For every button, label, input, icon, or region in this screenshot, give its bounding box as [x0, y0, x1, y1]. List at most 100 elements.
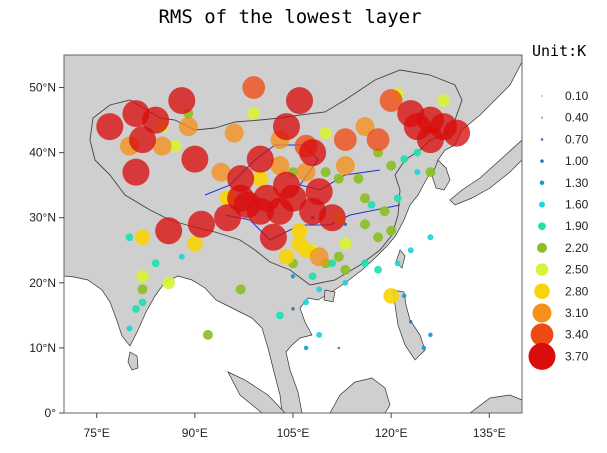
station-point [168, 139, 182, 153]
station-point [227, 165, 255, 193]
legend-marker [538, 222, 546, 231]
chart-title: RMS of the lowest layer [158, 6, 422, 28]
station-point [178, 117, 198, 137]
station-point [414, 169, 421, 176]
station-point [340, 264, 351, 275]
station-point [427, 234, 434, 241]
station-point [286, 87, 314, 115]
station-point [129, 126, 157, 154]
station-point [394, 260, 401, 267]
station-points [96, 76, 471, 351]
station-point [308, 272, 317, 281]
station-point [227, 184, 255, 212]
legend-label: 2.20 [565, 241, 589, 255]
y-axis: 0° 10°N 20°N 30°N 40°N 50°N [29, 81, 64, 420]
legend-marker [539, 201, 545, 208]
x-axis: 75°E 90°E 105°E 120°E 135°E [84, 413, 506, 440]
station-point [291, 222, 308, 239]
station-point [242, 76, 266, 99]
station-point [316, 331, 323, 338]
y-tick-label: 30°N [29, 211, 56, 225]
legend-label: 0.10 [565, 89, 589, 103]
station-point [339, 237, 352, 251]
legend-label: 1.60 [565, 198, 589, 212]
y-tick-label: 20°N [29, 276, 56, 290]
station-point [278, 249, 295, 265]
station-point [96, 113, 124, 141]
station-point [383, 288, 399, 304]
station-point [181, 145, 209, 173]
y-tick-label: 40°N [29, 146, 56, 160]
station-point [187, 235, 203, 252]
legend-marker [539, 180, 545, 186]
station-point [303, 345, 309, 351]
station-point [142, 106, 170, 134]
legend-label: 0.40 [565, 111, 589, 125]
station-point [298, 242, 314, 259]
station-point [125, 233, 134, 242]
station-point [413, 148, 422, 157]
legend-label: 3.40 [565, 328, 589, 342]
station-point [428, 332, 433, 338]
station-point [401, 293, 407, 299]
station-point [134, 229, 151, 246]
y-tick-label: 50°N [29, 81, 56, 95]
station-point [235, 284, 246, 295]
station-point [132, 304, 140, 313]
station-point [342, 279, 349, 286]
station-point [386, 160, 397, 171]
legend-label: 2.50 [565, 263, 589, 277]
station-point [393, 194, 402, 203]
station-point [151, 259, 160, 268]
station-point [335, 156, 355, 176]
station-point [437, 94, 450, 107]
station-point [367, 200, 376, 209]
station-point [299, 197, 327, 225]
station-point [272, 113, 300, 141]
station-point [214, 204, 242, 232]
station-point [224, 123, 244, 143]
station-point [162, 276, 175, 290]
unit-label: Unit:K [532, 42, 587, 60]
station-point [137, 284, 148, 295]
legend-marker [530, 323, 554, 347]
station-point [379, 206, 390, 217]
station-point [303, 299, 310, 306]
station-point [252, 170, 269, 187]
station-point [333, 173, 344, 184]
legend: 0.10 0.40 0.70 1.00 1.30 1.60 1.90 2.20 2.50 2.80… [528, 89, 589, 370]
station-point [359, 193, 370, 204]
station-point [409, 320, 413, 324]
new-guinea [469, 394, 522, 413]
station-point [299, 139, 327, 167]
x-tick-label: 135°E [473, 426, 506, 440]
y-tick-label: 0° [45, 406, 57, 420]
station-point [366, 128, 390, 151]
legend-marker [540, 138, 544, 141]
legend-label: 2.80 [565, 284, 589, 298]
station-point [416, 126, 444, 154]
legend-label: 3.70 [565, 349, 589, 363]
station-point [374, 265, 382, 274]
legend-label: 1.00 [565, 154, 589, 168]
x-tick-label: 75°E [84, 426, 110, 440]
legend-label: 1.90 [565, 219, 589, 233]
station-point [333, 251, 344, 262]
legend-marker [534, 283, 550, 300]
hainan [323, 289, 336, 303]
station-point [138, 298, 147, 307]
station-point [309, 247, 329, 267]
station-point [316, 286, 323, 293]
station-point [291, 307, 295, 311]
legend-marker [540, 159, 544, 163]
x-tick-label: 105°E [277, 426, 310, 440]
station-point [246, 197, 274, 225]
y-tick-label: 10°N [29, 341, 56, 355]
station-point [187, 210, 215, 238]
legend-label: 1.30 [565, 176, 589, 190]
station-point [355, 117, 375, 137]
station-point [152, 136, 172, 156]
borneo [329, 377, 391, 413]
station-point [122, 158, 150, 186]
